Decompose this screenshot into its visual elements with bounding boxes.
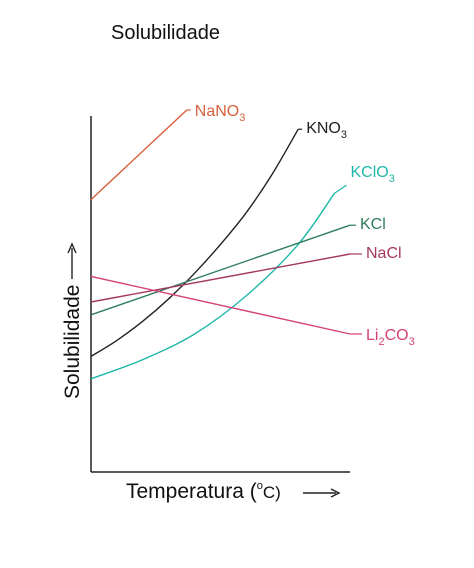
series-label-kclo3: KClO3 <box>351 164 395 185</box>
series-label-leader-kclo3 <box>334 184 347 194</box>
x-axis-title-degree: o <box>257 480 263 492</box>
series-line-kcl <box>90 224 351 316</box>
series-label-sub: 3 <box>389 173 395 185</box>
series-line-nacl <box>90 253 351 303</box>
series-label-sub: 2 <box>378 336 384 348</box>
series-line-nano3 <box>90 109 188 201</box>
series-label-kcl: KCl <box>360 216 386 233</box>
x-axis-arrow <box>303 488 341 498</box>
y-axis-title: Solubilidade <box>61 285 84 399</box>
series-label-nano3: NaNO3 <box>195 103 246 124</box>
chart-title: Solubilidade <box>111 22 220 44</box>
series-label-base: NaNO <box>195 103 239 120</box>
series-layer <box>90 109 351 380</box>
series-line-kno3 <box>90 128 299 357</box>
series-label-base: Li <box>366 327 378 344</box>
series-label-sub: 3 <box>409 336 415 348</box>
series-label-nacl: NaCl <box>366 245 402 262</box>
x-axis-title-main: Temperatura ( <box>126 480 257 503</box>
series-label-kno3: KNO3 <box>306 120 347 141</box>
series-label-base: KNO <box>306 120 341 137</box>
x-axis-title: Temperatura (oC) <box>126 480 281 503</box>
series-label-base: KClO <box>351 164 389 181</box>
series-label-base: NaCl <box>366 245 402 262</box>
series-label-sub: 3 <box>239 112 245 124</box>
series-label-post: CO <box>385 327 409 344</box>
series-label-base: KCl <box>360 216 386 233</box>
y-axis-arrow <box>67 242 77 279</box>
series-label-sub: 3 <box>341 129 347 141</box>
series-line-kclo3 <box>90 192 336 380</box>
series-label-li2co3: Li2CO3 <box>366 327 415 348</box>
x-axis-title-unit: C) <box>263 483 281 502</box>
series-line-li2co3 <box>90 275 351 335</box>
